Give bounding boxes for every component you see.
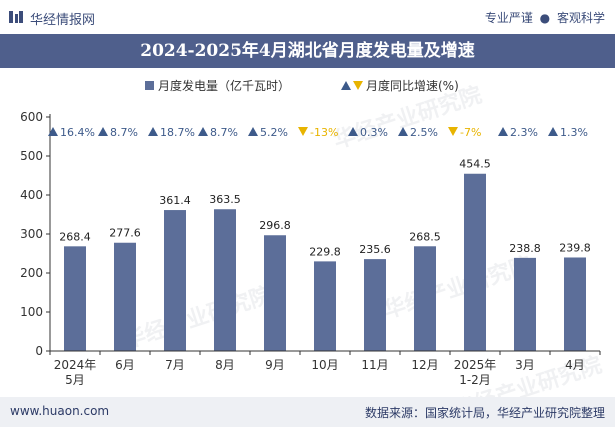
legend-growth-label: 月度同比增速(%) [366,78,459,93]
y-tick-label: 400 [20,188,43,202]
growth-up-triangle-icon [198,127,208,136]
legend-bar-swatch-icon [145,81,154,90]
growth-value-label: 1.3% [560,126,588,139]
growth-up-triangle-icon [148,127,158,136]
bar [564,257,586,351]
footer-website[interactable]: www.huaon.com [10,404,110,418]
growth-up-triangle-icon [548,127,558,136]
bar-value-label: 454.5 [459,158,491,171]
legend: 月度发电量（亿千瓦时） 月度同比增速(%) [145,78,459,93]
bar-value-label: 363.5 [209,193,241,206]
bar [114,242,136,351]
x-tick-label: 4月 [565,358,585,372]
growth-up-triangle-icon [348,127,358,136]
y-axis: 0 100 200 300 400 500 600 [20,110,51,358]
x-tick-label: 8月 [215,358,235,372]
legend-down-triangle-icon [353,81,363,90]
growth-value-label: -7% [460,126,481,139]
growth-up-triangle-icon [48,127,58,136]
x-tick-label: 6月 [115,358,135,372]
growth-value-label: 8.7% [210,126,238,139]
chart-title: 2024-2025年4月湖北省月度发电量及增速 [140,41,475,61]
x-tick-label: 1-2月 [459,373,491,387]
legend-up-triangle-icon [341,81,351,90]
growth-value-label: 2.5% [410,126,438,139]
chart-area: 月度发电量（亿千瓦时） 月度同比增速(%) 0 100 200 300 400 500 600… [20,78,601,387]
growth-value-label: 18.7% [160,126,195,139]
y-tick-label: 500 [20,149,43,163]
x-tick-label: 2025年 [454,358,497,372]
bar-value-label: 361.4 [159,194,191,207]
bar [414,246,436,351]
bar [514,257,536,351]
y-tick-label: 0 [35,344,43,358]
growth-down-triangle-icon [298,127,308,136]
x-tick-label: 3月 [515,358,535,372]
y-tick-label: 600 [20,110,43,124]
top-bar: 华经情报网 专业严谨 ● 客观科学 [0,0,615,34]
y-tick-label: 300 [20,227,43,241]
bar-value-label: 268.5 [409,230,441,243]
tagline-left: 专业严谨 [484,11,533,25]
bar-value-label: 296.8 [259,219,291,232]
title-bar [0,34,615,68]
growth-up-triangle-icon [398,127,408,136]
x-tick-label: 7月 [165,358,185,372]
growth-value-label: 2.3% [510,126,538,139]
growth-value-label: 16.4% [60,126,95,139]
bar [314,261,336,351]
growth-value-label: 5.2% [260,126,288,139]
tagline: 专业严谨 ● 客观科学 [485,9,605,26]
x-tick-label: 12月 [411,358,438,372]
y-tick-label: 100 [20,305,43,319]
growth-value-label: -13% [310,126,338,139]
bar-value-label: 277.6 [109,227,141,240]
bar-value-label: 268.4 [59,230,91,243]
brand-name: 华经情报网 [30,13,96,28]
growth-value-label: 8.7% [110,126,138,139]
bar [214,209,236,351]
separator-dot-icon: ● [539,11,551,25]
footer-source: 数据来源：国家统计局，华经产业研究院整理 [364,406,605,420]
bar [464,173,486,351]
x-tick-label: 11月 [361,358,388,372]
growth-down-triangle-icon [448,127,458,136]
growth-up-triangle-icon [248,127,258,136]
legend-bar-label: 月度发电量（亿千瓦时） [158,78,290,93]
bar-series: 268.4 277.6 361.4 363.5 296.8 229.8 235.6 268.5… [59,158,591,351]
bar-value-label: 229.8 [309,245,341,258]
growth-up-triangle-icon [498,127,508,136]
bar-value-label: 238.8 [509,242,541,255]
x-tick-label: 5月 [65,373,85,387]
bar-value-label: 239.8 [559,241,591,254]
bar [364,259,386,351]
bar [164,210,186,351]
growth-row: 16.4% 8.7% 18.7% 8.7% 5.2% -13% 0.3% 2.5% -7% 2.3… [48,126,588,139]
growth-up-triangle-icon [98,127,108,136]
tagline-right: 客观科学 [556,11,605,25]
x-tick-label: 9月 [265,358,285,372]
brand-logo-icon [9,11,23,23]
x-tick-label: 2024年 [54,358,97,372]
bar [64,246,86,351]
bar-value-label: 235.6 [359,243,391,256]
bar [264,235,286,351]
footer-bar [0,397,615,427]
growth-value-label: 0.3% [360,126,388,139]
x-tick-label: 10月 [311,358,338,372]
y-tick-label: 200 [20,266,43,280]
